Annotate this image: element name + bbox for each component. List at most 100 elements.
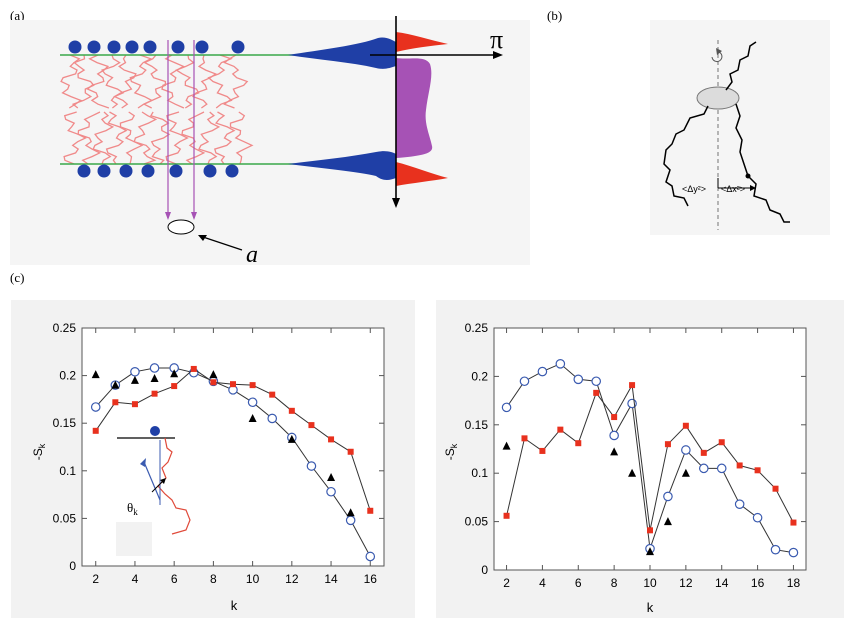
x-tick-label: 16 — [364, 572, 378, 586]
data-point-circle — [698, 463, 709, 474]
chart-left-y-label: -Sk — [31, 443, 47, 460]
data-point-square — [367, 507, 374, 514]
inset-angle-arrowhead — [160, 478, 166, 484]
data-point-circle — [267, 413, 278, 424]
svg-text:-Sk: -Sk — [31, 443, 47, 460]
data-point-square — [593, 389, 600, 396]
data-point-square — [131, 401, 138, 408]
series-filled-square — [92, 365, 374, 514]
data-point-triangle — [646, 547, 654, 556]
y-tick-label: 0.25 — [465, 321, 489, 335]
y-tick-label: 0.1 — [471, 466, 488, 480]
data-point-circle — [90, 402, 101, 412]
data-point-square — [790, 519, 797, 526]
x-tick-label: 18 — [787, 576, 801, 590]
series-filled-triangle — [91, 369, 355, 517]
inset-bond-arrowhead — [140, 458, 146, 467]
chart-right-x-ticks: 2 4 6 8 10 12 14 16 18 — [503, 328, 800, 590]
data-point-square — [557, 426, 564, 433]
data-point-circle — [752, 512, 763, 523]
chart-left-series — [90, 363, 376, 562]
data-point-circle — [247, 397, 258, 408]
inset-bond-vector — [143, 461, 161, 501]
y-tick-label: 0.25 — [53, 321, 77, 335]
inset-chain — [157, 437, 191, 535]
y-tick-label: 0.15 — [465, 418, 489, 432]
data-point-triangle — [327, 472, 336, 481]
chart-right-y-ticks: 0 0.05 0.1 0.15 0.2 0.25 — [465, 321, 806, 577]
chart-left-y-label-sub: k — [37, 443, 47, 448]
y-tick-label: 0.15 — [53, 416, 77, 430]
data-point-circle — [734, 499, 745, 509]
data-point-triangle — [610, 447, 619, 456]
data-point-triangle — [346, 508, 355, 517]
data-point-square — [308, 422, 315, 429]
data-point-square — [754, 467, 761, 474]
data-point-square — [112, 399, 119, 406]
chart-left-x-ticks: 2 4 6 8 10 12 14 16 — [92, 328, 377, 586]
data-point-triangle — [628, 468, 637, 477]
chart-left-y-ticks: 0 0.05 0.1 0.15 0.2 0.25 — [53, 321, 384, 573]
data-point-circle — [326, 486, 336, 497]
data-point-square — [718, 439, 725, 446]
series-filled-triangle — [502, 441, 690, 556]
data-point-triangle — [681, 468, 690, 477]
data-point-triangle — [248, 413, 257, 422]
data-point-square — [171, 383, 178, 390]
y-tick-label: 0.2 — [59, 369, 76, 383]
x-tick-label: 12 — [285, 572, 299, 586]
data-point-square — [700, 449, 707, 456]
y-tick-label: 0.1 — [59, 464, 76, 478]
x-tick-label: 6 — [575, 576, 582, 590]
inset-head — [150, 426, 160, 436]
data-point-circle — [591, 376, 602, 387]
data-point-circle — [519, 376, 530, 387]
data-point-triangle — [502, 441, 511, 450]
data-point-square — [190, 365, 197, 372]
series-filled-square — [503, 382, 797, 534]
tilt-angle-inset: θk — [116, 426, 191, 556]
data-point-triangle — [209, 370, 218, 379]
data-point-square — [575, 440, 582, 447]
data-point-square — [269, 391, 276, 398]
panel-a-label: (a) — [10, 8, 25, 23]
x-tick-label: 2 — [92, 572, 99, 586]
data-point-square — [151, 390, 158, 397]
data-point-circle — [663, 491, 673, 502]
chart-right-x-label: k — [647, 600, 654, 615]
data-point-square — [539, 447, 546, 454]
y-tick-label: 0 — [69, 559, 76, 573]
data-point-circle — [573, 374, 584, 385]
chart-right-y-label-sub: k — [449, 443, 459, 448]
chart-right-y-label: -Sk — [443, 443, 459, 460]
data-point-square — [664, 441, 671, 448]
data-point-square — [611, 414, 618, 421]
y-tick-label: 0 — [481, 563, 488, 577]
data-point-square — [629, 382, 636, 389]
svg-text:-Sk: -Sk — [443, 443, 459, 460]
x-tick-label: 14 — [324, 572, 338, 586]
y-tick-label: 0.05 — [53, 511, 77, 525]
data-point-square — [347, 448, 354, 455]
x-tick-label: 4 — [539, 576, 546, 590]
data-point-circle — [306, 461, 317, 471]
data-point-square — [210, 379, 217, 386]
data-point-square — [92, 427, 99, 434]
theta-subscript: k — [133, 507, 138, 517]
data-point-circle — [537, 366, 548, 377]
series-open-circle — [90, 363, 376, 562]
chart-left-y-label-text: -S — [31, 448, 45, 460]
x-tick-label: 14 — [715, 576, 729, 590]
y-tick-label: 0.05 — [465, 515, 489, 529]
y-tick-label: 0.2 — [471, 369, 488, 383]
data-point-square — [328, 436, 335, 443]
chart-left-x-label: k — [231, 598, 238, 613]
theta-label: θk — [127, 500, 138, 517]
x-tick-label: 10 — [643, 576, 657, 590]
data-point-circle — [501, 402, 512, 413]
data-point-triangle — [91, 370, 100, 379]
data-point-circle — [716, 463, 727, 474]
data-point-circle — [149, 363, 160, 373]
